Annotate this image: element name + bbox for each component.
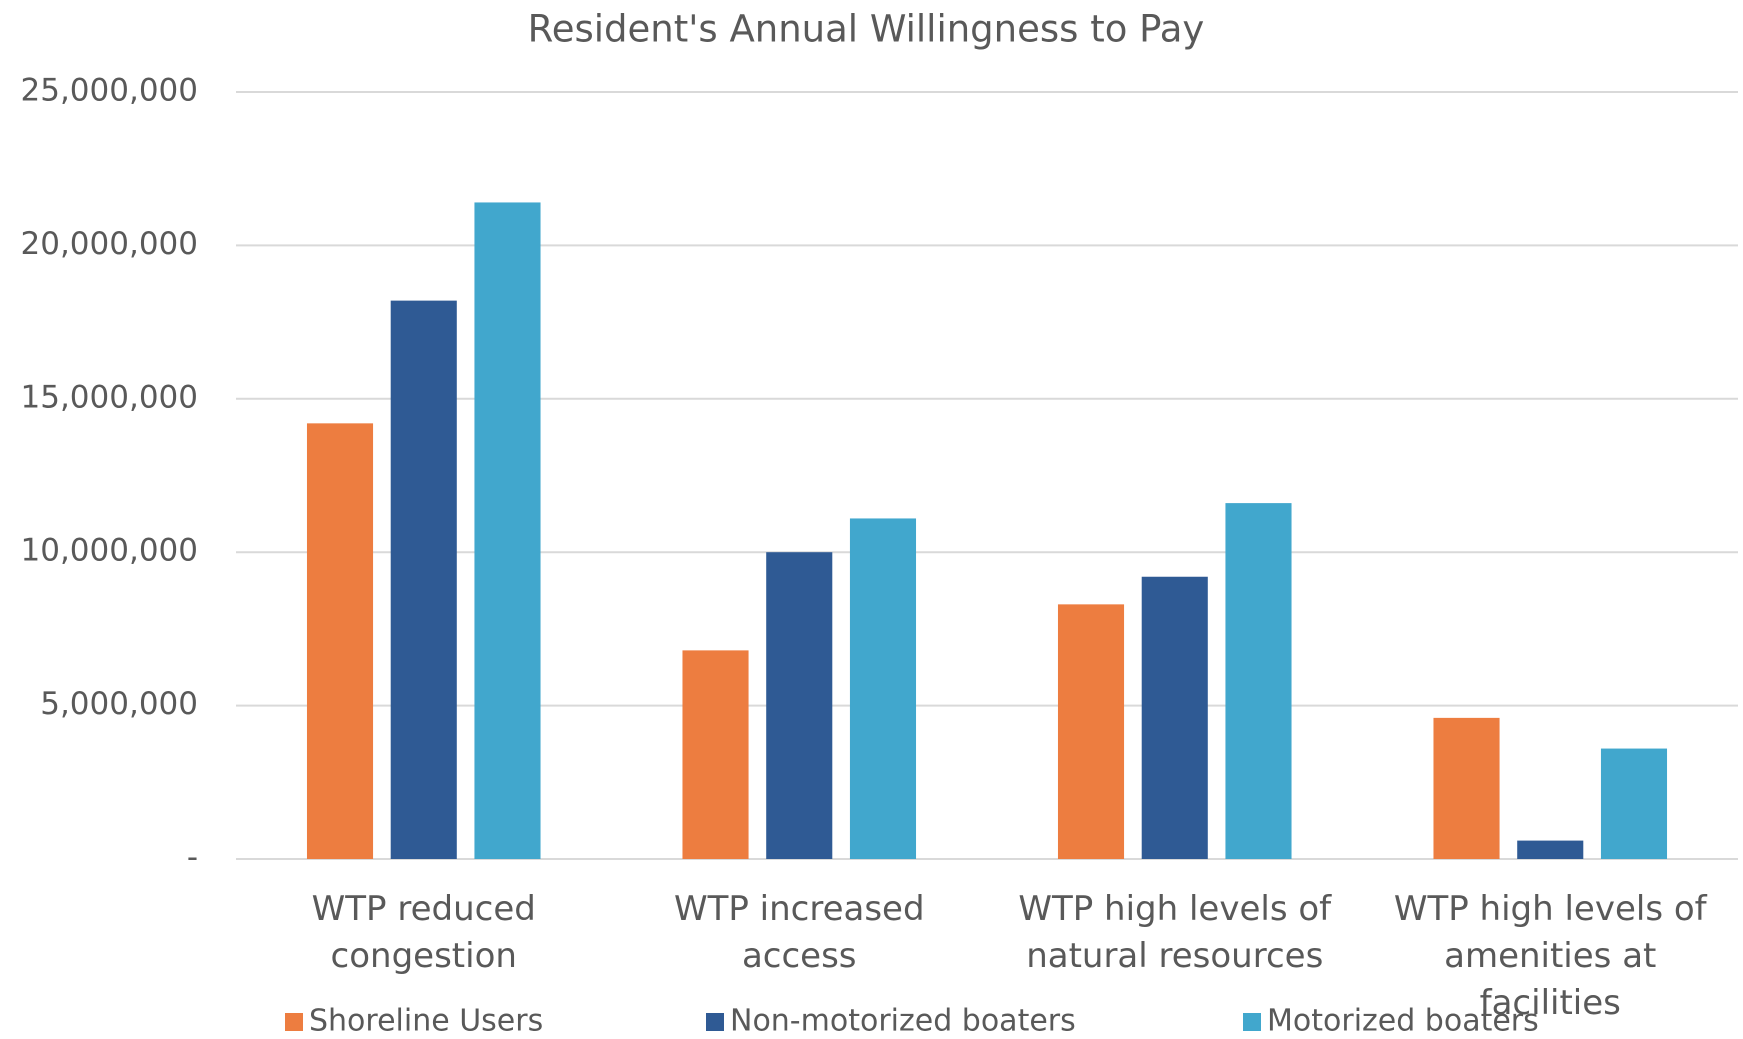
legend-swatch xyxy=(285,1013,303,1031)
bar xyxy=(1141,576,1208,859)
legend-label: Motorized boaters xyxy=(1267,1004,1539,1039)
legend-label: Non-motorized boaters xyxy=(730,1004,1076,1039)
bar xyxy=(1057,604,1125,859)
bar xyxy=(1600,748,1668,859)
bar xyxy=(1517,840,1584,859)
x-tick-label: WTP high levels of natural resources xyxy=(1018,889,1332,976)
bar xyxy=(474,202,541,859)
legend-swatch xyxy=(706,1013,724,1031)
chart-title: Resident's Annual Willingness to Pay xyxy=(528,8,1205,51)
x-tick-label: WTP reduced congestion xyxy=(311,889,536,976)
y-tick-label: 15,000,000 xyxy=(21,379,199,415)
x-tick-label: WTP increased access xyxy=(673,889,925,976)
y-tick-label: - xyxy=(187,840,198,876)
y-tick-label: 5,000,000 xyxy=(40,686,198,722)
bar xyxy=(849,518,917,859)
bar xyxy=(766,552,833,859)
bar xyxy=(390,300,457,859)
legend-label: Shoreline Users xyxy=(309,1004,543,1039)
y-tick-label: 25,000,000 xyxy=(21,73,199,109)
legend-swatch xyxy=(1243,1013,1261,1031)
bar xyxy=(306,423,374,859)
x-tick-label: WTP high levels of amenities at faciliti… xyxy=(1393,889,1707,1023)
bar xyxy=(1225,503,1292,859)
bar xyxy=(682,650,749,859)
bar xyxy=(1433,717,1500,859)
y-tick-label: 10,000,000 xyxy=(21,533,199,569)
y-tick-label: 20,000,000 xyxy=(21,226,199,262)
